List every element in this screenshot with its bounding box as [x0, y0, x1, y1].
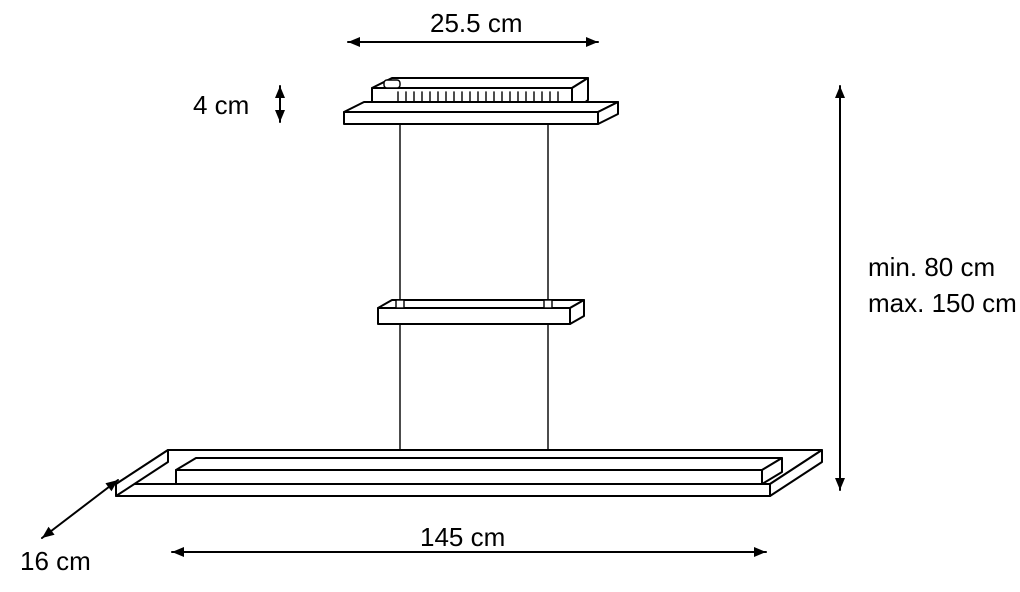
dimension-box-height: 4 cm: [193, 90, 249, 120]
dimension-length: 145 cm: [420, 522, 505, 552]
dimension-height-min: min. 80 cm: [868, 252, 995, 282]
dimension-top-width: 25.5 cm: [430, 8, 523, 38]
dimension-height-max: max. 150 cm: [868, 288, 1017, 318]
dimension-depth: 16 cm: [20, 546, 91, 576]
